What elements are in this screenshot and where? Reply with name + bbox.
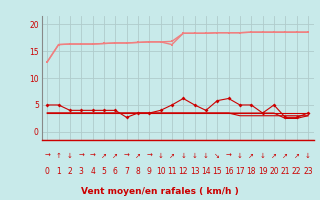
Text: ↗: ↗ [271, 153, 277, 159]
Text: →: → [78, 153, 84, 159]
Text: ↗: ↗ [112, 153, 118, 159]
Text: →: → [44, 153, 50, 159]
Text: ↓: ↓ [180, 153, 186, 159]
Text: 14: 14 [201, 166, 211, 176]
Text: 5: 5 [101, 166, 106, 176]
Text: 23: 23 [303, 166, 313, 176]
Text: 19: 19 [258, 166, 268, 176]
Text: 1: 1 [56, 166, 61, 176]
Text: 13: 13 [190, 166, 199, 176]
Text: ↗: ↗ [248, 153, 254, 159]
Text: ↓: ↓ [67, 153, 73, 159]
Text: 11: 11 [167, 166, 177, 176]
Text: ↗: ↗ [169, 153, 175, 159]
Text: ↓: ↓ [260, 153, 266, 159]
Text: 16: 16 [224, 166, 233, 176]
Text: ↓: ↓ [305, 153, 311, 159]
Text: ↓: ↓ [192, 153, 197, 159]
Text: ↗: ↗ [135, 153, 141, 159]
Text: ↓: ↓ [203, 153, 209, 159]
Text: ↓: ↓ [237, 153, 243, 159]
Text: 4: 4 [90, 166, 95, 176]
Text: ↗: ↗ [282, 153, 288, 159]
Text: ↑: ↑ [56, 153, 61, 159]
Text: 18: 18 [246, 166, 256, 176]
Text: 6: 6 [113, 166, 118, 176]
Text: 7: 7 [124, 166, 129, 176]
Text: →: → [124, 153, 130, 159]
Text: 2: 2 [68, 166, 72, 176]
Text: →: → [90, 153, 96, 159]
Text: 9: 9 [147, 166, 152, 176]
Text: ↗: ↗ [101, 153, 107, 159]
Text: 20: 20 [269, 166, 279, 176]
Text: 3: 3 [79, 166, 84, 176]
Text: 22: 22 [292, 166, 301, 176]
Text: 0: 0 [45, 166, 50, 176]
Text: 15: 15 [212, 166, 222, 176]
Text: →: → [226, 153, 232, 159]
Text: ↓: ↓ [158, 153, 164, 159]
Text: 8: 8 [136, 166, 140, 176]
Text: 21: 21 [281, 166, 290, 176]
Text: ↗: ↗ [294, 153, 300, 159]
Text: 10: 10 [156, 166, 165, 176]
Text: →: → [146, 153, 152, 159]
Text: Vent moyen/en rafales ( km/h ): Vent moyen/en rafales ( km/h ) [81, 187, 239, 196]
Text: 17: 17 [235, 166, 245, 176]
Text: 12: 12 [179, 166, 188, 176]
Text: ↘: ↘ [214, 153, 220, 159]
